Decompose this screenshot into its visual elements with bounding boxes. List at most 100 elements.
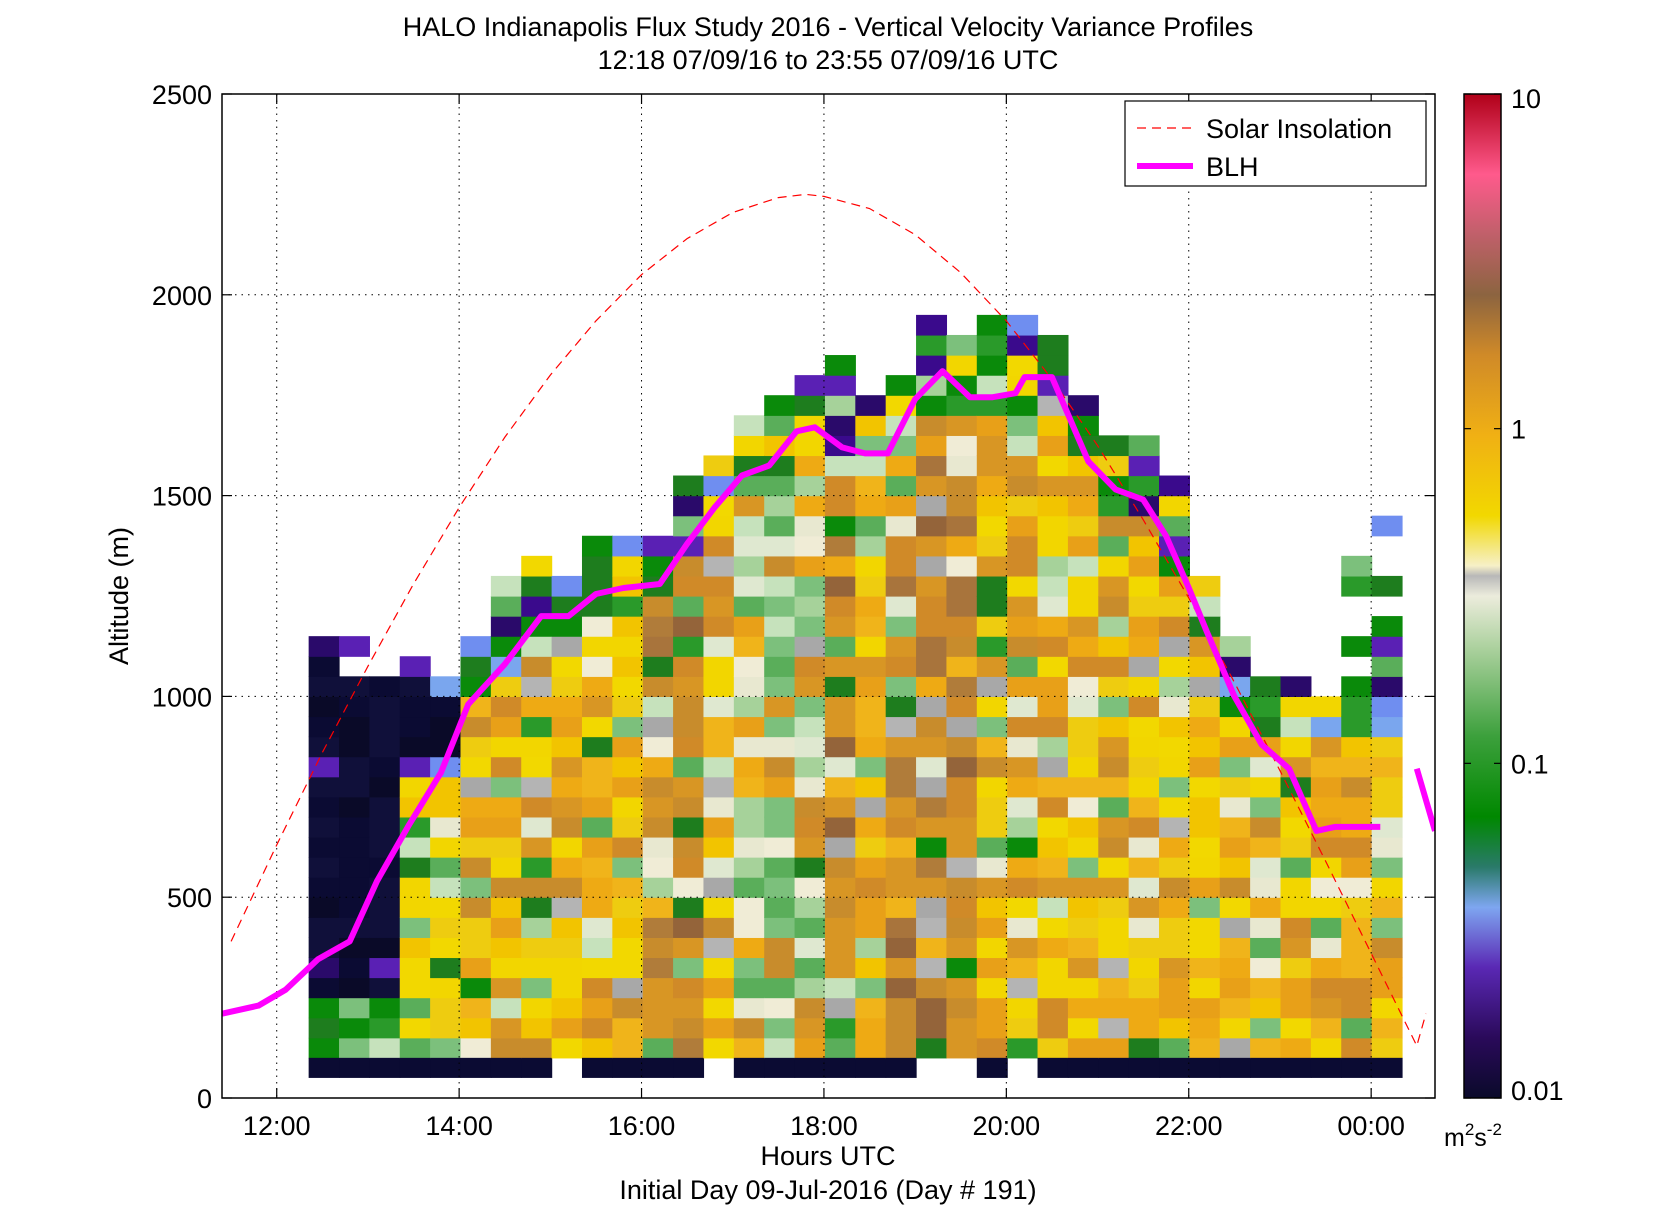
heatmap-cell bbox=[1037, 515, 1069, 537]
heatmap-cell bbox=[976, 495, 1008, 517]
heatmap-cell bbox=[308, 977, 340, 999]
heatmap-cell bbox=[339, 756, 370, 778]
heatmap-cell bbox=[1250, 957, 1282, 979]
heatmap-cell bbox=[764, 1017, 796, 1039]
heatmap-cell bbox=[612, 736, 644, 758]
heatmap-cell bbox=[794, 716, 826, 738]
heatmap-cell bbox=[581, 796, 613, 818]
heatmap-cell bbox=[581, 1057, 613, 1078]
heatmap-cell bbox=[1250, 877, 1282, 898]
heatmap-cell bbox=[976, 957, 1008, 979]
heatmap-cell bbox=[764, 535, 796, 557]
heatmap-cell bbox=[673, 776, 705, 798]
heatmap-cell bbox=[673, 1057, 705, 1078]
heatmap-cell bbox=[976, 575, 1008, 597]
heatmap-cell bbox=[1371, 616, 1403, 637]
heatmap-cell bbox=[946, 636, 978, 657]
heatmap-cell bbox=[794, 877, 826, 898]
heatmap-cell bbox=[1037, 877, 1069, 898]
heatmap-cell bbox=[824, 636, 856, 657]
heatmap-cell bbox=[1371, 656, 1403, 677]
x-tick-label: 22:00 bbox=[1155, 1111, 1223, 1141]
heatmap-cell bbox=[399, 736, 431, 758]
heatmap-cell bbox=[976, 355, 1008, 376]
heatmap-cell bbox=[673, 957, 705, 979]
heatmap-cell bbox=[946, 555, 978, 577]
heatmap-cell bbox=[581, 616, 613, 637]
heatmap-cell bbox=[733, 535, 765, 557]
y-tick-label: 2000 bbox=[152, 281, 212, 311]
heatmap-cell bbox=[551, 616, 583, 637]
heatmap-cell bbox=[369, 756, 401, 778]
heatmap-cell bbox=[855, 575, 887, 597]
heatmap-cell bbox=[885, 575, 917, 597]
heatmap-cell bbox=[733, 897, 765, 918]
heatmap-cell bbox=[855, 997, 887, 1019]
heatmap-cell bbox=[764, 977, 796, 999]
heatmap-cell bbox=[824, 676, 856, 697]
heatmap-cell bbox=[824, 977, 856, 999]
heatmap-cell bbox=[1037, 696, 1069, 718]
heatmap-cell bbox=[460, 877, 492, 898]
heatmap-cell bbox=[1219, 937, 1251, 959]
heatmap-cell bbox=[581, 1017, 613, 1039]
heatmap-cell bbox=[1341, 1057, 1373, 1078]
heatmap-cell bbox=[673, 636, 705, 657]
heatmap-cell bbox=[399, 977, 431, 999]
heatmap-cell bbox=[1341, 756, 1373, 778]
heatmap-cell bbox=[824, 616, 856, 637]
heatmap-cell bbox=[673, 997, 705, 1019]
heatmap-cell bbox=[642, 937, 674, 959]
heatmap-cell bbox=[490, 1017, 522, 1039]
heatmap-cell bbox=[733, 596, 765, 617]
y-tick-label: 2500 bbox=[152, 80, 212, 110]
heatmap-cell bbox=[521, 776, 553, 798]
heatmap-cell bbox=[976, 897, 1008, 918]
heatmap-cell bbox=[1341, 977, 1373, 999]
heatmap-cell bbox=[1098, 937, 1130, 959]
heatmap-cell bbox=[308, 716, 340, 738]
heatmap-cell bbox=[1250, 997, 1282, 1019]
heatmap-cell bbox=[581, 555, 613, 577]
heatmap-cell bbox=[885, 917, 917, 938]
heatmap-cell bbox=[794, 756, 826, 778]
heatmap-cell bbox=[703, 877, 735, 898]
y-tick-label: 0 bbox=[197, 1084, 212, 1114]
heatmap-cell bbox=[1219, 776, 1251, 798]
heatmap-cell bbox=[824, 836, 856, 858]
heatmap-cell bbox=[885, 1017, 917, 1039]
heatmap-cell bbox=[1098, 656, 1130, 677]
heatmap-cell bbox=[1189, 836, 1221, 858]
heatmap-cell bbox=[1098, 736, 1130, 758]
heatmap-cell bbox=[1098, 535, 1130, 557]
heatmap-cell bbox=[855, 1017, 887, 1039]
heatmap-cell bbox=[1159, 917, 1190, 938]
heatmap-cell bbox=[733, 435, 765, 457]
heatmap-cell bbox=[1250, 937, 1282, 959]
heatmap-cell bbox=[703, 917, 735, 938]
heatmap-cell bbox=[581, 836, 613, 858]
heatmap-cell bbox=[1371, 756, 1403, 778]
heatmap-cell bbox=[1189, 796, 1221, 818]
heatmap-cell bbox=[1037, 977, 1069, 999]
heatmap-cell bbox=[946, 796, 978, 818]
heatmap-cell bbox=[642, 836, 674, 858]
heatmap-cell bbox=[946, 977, 978, 999]
heatmap-cell bbox=[1280, 696, 1312, 718]
x-tick-label: 00:00 bbox=[1337, 1111, 1405, 1141]
heatmap-cell bbox=[764, 676, 796, 697]
heatmap-cell bbox=[430, 836, 462, 858]
heatmap-cell bbox=[1128, 575, 1160, 597]
heatmap-cell bbox=[1037, 917, 1069, 938]
heatmap-cell bbox=[612, 676, 644, 697]
heatmap-cell bbox=[551, 997, 583, 1019]
heatmap-cell bbox=[1280, 736, 1312, 758]
heatmap-cell bbox=[460, 676, 492, 697]
heatmap-cell bbox=[308, 836, 340, 858]
heatmap-cell bbox=[1037, 415, 1069, 436]
heatmap-cell bbox=[1371, 857, 1403, 878]
heatmap-cell bbox=[369, 1017, 401, 1039]
heatmap-cell bbox=[1219, 636, 1251, 657]
heatmap-cell bbox=[551, 676, 583, 697]
heatmap-cell bbox=[1007, 515, 1039, 537]
